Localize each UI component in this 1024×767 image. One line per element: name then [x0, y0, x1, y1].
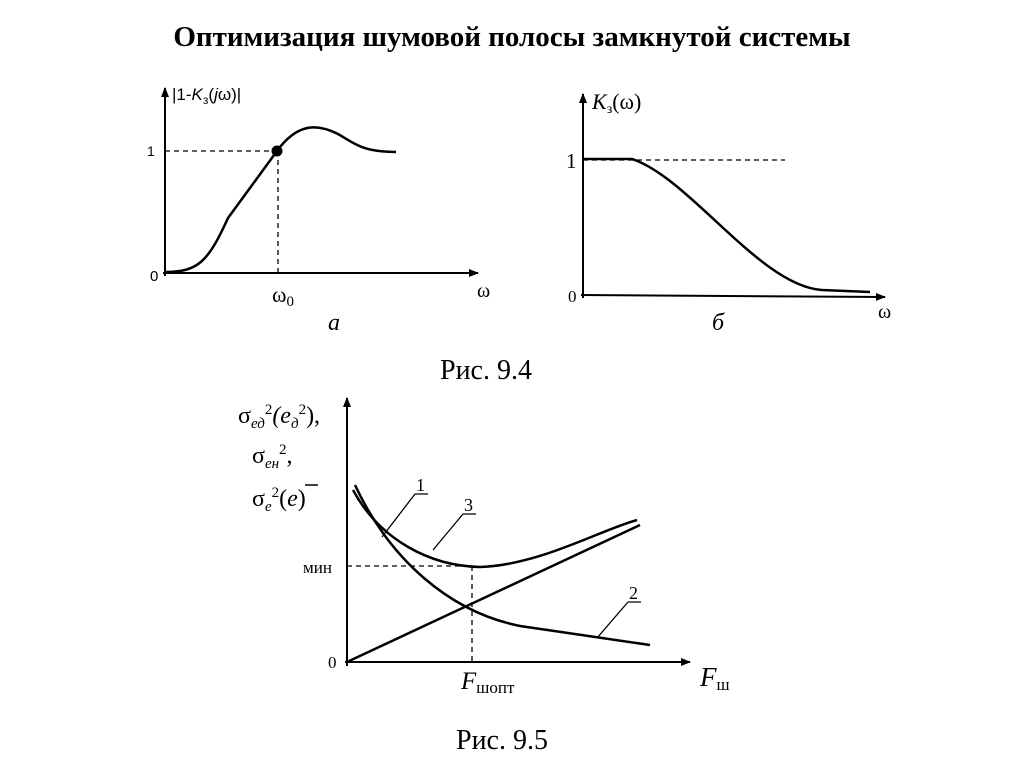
curve: [583, 157, 871, 294]
caption: а: [328, 310, 340, 336]
caption: Рис. 9.5: [456, 725, 548, 756]
tick-label: 1: [147, 143, 155, 159]
fig-a: |1-Kз(jω)| 1 0 ω0 ω а: [147, 85, 490, 336]
caption: Рис. 9.4: [440, 355, 532, 386]
tick-label: 0: [328, 653, 337, 672]
x-mark: ω0: [272, 282, 294, 310]
curve-label: 3: [464, 495, 473, 515]
curve-label: 2: [629, 583, 638, 603]
tick-label: 1: [566, 149, 577, 173]
y-label: σен2,: [252, 442, 293, 472]
caption: б: [712, 310, 725, 336]
curve: [346, 523, 641, 664]
fig-9-5: 1 2 3 σед2(eд2), σен2, σе2(e) мин 0 Fшоп…: [238, 397, 730, 697]
fig-b: Kз(ω) 1 0 ω б: [566, 89, 891, 336]
y-label: |1-Kз(jω)|: [172, 85, 241, 107]
tick-label: мин: [303, 558, 332, 577]
guide: [165, 150, 279, 273]
x-label: ω: [878, 301, 891, 323]
x-label: ω: [477, 280, 490, 302]
point: [271, 145, 283, 157]
tick-label: 0: [150, 268, 158, 285]
x-mark: Fшопт: [460, 668, 515, 697]
curve: [351, 489, 638, 569]
curve-label: 1: [416, 475, 425, 495]
guide: [347, 565, 473, 662]
x-label: Fш: [699, 662, 730, 694]
curve: [164, 126, 397, 274]
y-label: Kз(ω): [591, 89, 641, 117]
y-label: σед2(eд2),: [238, 402, 320, 432]
y-label: σе2(e): [252, 485, 306, 515]
x-axis: [580, 292, 886, 301]
leader: [381, 493, 641, 639]
tick-label: 0: [568, 287, 577, 306]
title: Оптимизация шумовой полосы замкнутой сис…: [173, 21, 850, 53]
